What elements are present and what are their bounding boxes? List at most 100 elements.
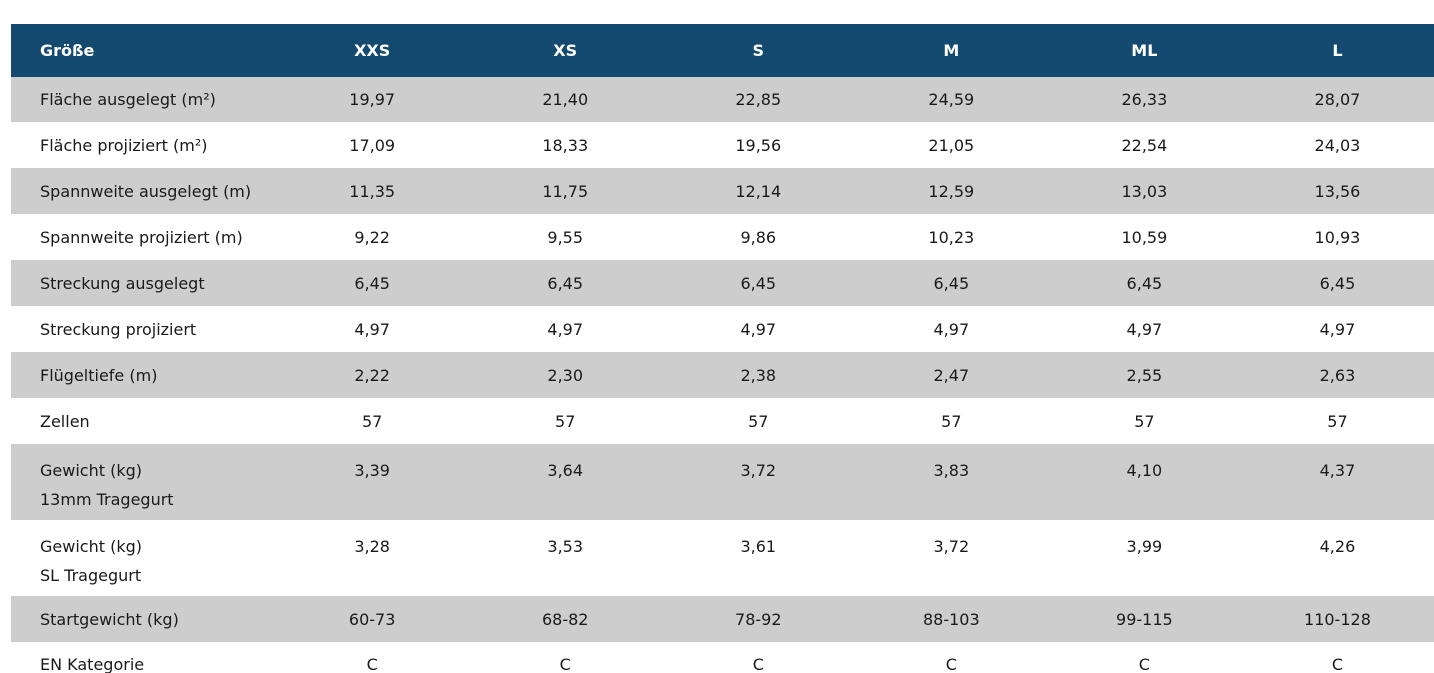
value-cell: 3,28 bbox=[354, 537, 390, 556]
value-cell: 4,37 bbox=[1319, 461, 1356, 480]
value-cell: 99-115 bbox=[1116, 609, 1173, 629]
row-label-cell: EN Kategorie bbox=[11, 642, 276, 673]
value-cell: 4,97 bbox=[933, 319, 970, 339]
row-label-cell: Startgewicht (kg) bbox=[11, 596, 276, 642]
value-cell: 28,07 bbox=[1314, 90, 1361, 109]
header-size-xxs: XXS bbox=[354, 41, 391, 60]
header-size-label: Größe bbox=[40, 41, 95, 60]
value-cell: 17,09 bbox=[349, 135, 396, 155]
row-label-cell: Zellen bbox=[11, 398, 276, 444]
value-cell: C bbox=[1138, 655, 1150, 673]
value-cell: 9,22 bbox=[354, 227, 390, 247]
value-cell: 10,93 bbox=[1314, 227, 1361, 247]
value-cell: 22,85 bbox=[735, 90, 782, 109]
row-label: Streckung projiziert bbox=[40, 319, 197, 339]
table-row: Fläche ausgelegt (m²) 19,97 21,40 22,85 24,5… bbox=[11, 77, 1434, 122]
value-cell: 3,39 bbox=[354, 461, 390, 480]
row-label-cell: Fläche projiziert (m²) bbox=[11, 122, 276, 168]
header-size-l: L bbox=[1332, 41, 1343, 60]
value-cell: 11,35 bbox=[349, 181, 396, 201]
value-cell: 10,23 bbox=[928, 227, 975, 247]
table-header-row: Größe XXS XS S M ML L bbox=[11, 24, 1434, 77]
row-label: Streckung ausgelegt bbox=[40, 273, 205, 293]
value-cell: 26,33 bbox=[1121, 90, 1168, 109]
value-cell: 6,45 bbox=[1319, 273, 1356, 293]
value-cell: 24,03 bbox=[1314, 135, 1361, 155]
table-row: Gewicht (kg) SL Tragegurt 3,28 3,53 3,61 3,72… bbox=[11, 520, 1434, 596]
table-row: Gewicht (kg) 13mm Tragegurt 3,39 3,64 3,72 3,… bbox=[11, 444, 1434, 520]
row-label-cell: Streckung projiziert bbox=[11, 306, 276, 352]
value-cell: 2,38 bbox=[740, 365, 777, 385]
value-cell: 57 bbox=[555, 411, 576, 431]
row-sublabel: SL Tragegurt bbox=[40, 566, 142, 585]
row-label: Spannweite projiziert (m) bbox=[40, 227, 243, 247]
value-cell: 57 bbox=[941, 411, 962, 431]
value-cell: 12,59 bbox=[928, 181, 975, 201]
value-cell: 4,97 bbox=[740, 319, 777, 339]
value-cell: C bbox=[559, 655, 571, 673]
value-cell: 2,63 bbox=[1319, 365, 1356, 385]
row-label: Fläche projiziert (m²) bbox=[40, 135, 208, 155]
value-cell: 4,26 bbox=[1319, 537, 1356, 556]
row-label: Zellen bbox=[40, 411, 90, 431]
value-cell: 6,45 bbox=[933, 273, 970, 293]
value-cell: 9,86 bbox=[740, 227, 777, 247]
value-cell: 18,33 bbox=[542, 135, 589, 155]
value-cell: 24,59 bbox=[928, 90, 975, 109]
value-cell: 88-103 bbox=[922, 609, 980, 629]
value-cell: 2,22 bbox=[354, 365, 390, 385]
row-label: Spannweite ausgelegt (m) bbox=[40, 181, 252, 201]
value-cell: 13,56 bbox=[1314, 181, 1361, 201]
row-label-cell: Spannweite ausgelegt (m) bbox=[11, 168, 276, 214]
table-row: Streckung ausgelegt 6,45 6,45 6,45 6,45 6,45 6… bbox=[11, 260, 1434, 306]
value-cell: 9,55 bbox=[547, 227, 584, 247]
value-cell: 3,61 bbox=[740, 537, 777, 556]
header-size-s: S bbox=[752, 41, 765, 60]
header-size-m: M bbox=[943, 41, 960, 60]
value-cell: 57 bbox=[1327, 411, 1348, 431]
value-cell: 78-92 bbox=[735, 609, 782, 629]
value-cell: 57 bbox=[748, 411, 769, 431]
table-row: Startgewicht (kg) 60-73 68-82 78-92 88-103 99… bbox=[11, 596, 1434, 642]
value-cell: 110-128 bbox=[1304, 609, 1371, 629]
value-cell: 21,05 bbox=[928, 135, 975, 155]
value-cell: 4,97 bbox=[547, 319, 584, 339]
value-cell: 3,53 bbox=[547, 537, 584, 556]
header-size-xs: XS bbox=[553, 41, 578, 60]
table-row: Zellen 57 57 57 57 57 57 bbox=[11, 398, 1434, 444]
value-cell: 21,40 bbox=[542, 90, 589, 109]
value-cell: C bbox=[366, 655, 378, 673]
value-cell: 6,45 bbox=[354, 273, 390, 293]
table-row: EN Kategorie C C C C C C bbox=[11, 642, 1434, 673]
row-label: Gewicht (kg) bbox=[40, 461, 142, 480]
value-cell: 12,14 bbox=[735, 181, 782, 201]
value-cell: 22,54 bbox=[1121, 135, 1168, 155]
size-spec-table: Größe XXS XS S M ML L Fläche ausgelegt (… bbox=[11, 24, 1434, 673]
value-cell: 19,56 bbox=[735, 135, 782, 155]
value-cell: 4,97 bbox=[1126, 319, 1163, 339]
value-cell: 57 bbox=[362, 411, 383, 431]
value-cell: 11,75 bbox=[542, 181, 589, 201]
row-label: Fläche ausgelegt (m²) bbox=[40, 90, 216, 109]
value-cell: 4,97 bbox=[1319, 319, 1356, 339]
value-cell: 3,83 bbox=[933, 461, 970, 480]
value-cell: C bbox=[1331, 655, 1344, 673]
value-cell: 6,45 bbox=[1126, 273, 1163, 293]
table-row: Spannweite ausgelegt (m) 11,35 11,75 12,14 1… bbox=[11, 168, 1434, 214]
table-row: Fläche projiziert (m²) 17,09 18,33 19,56 21,… bbox=[11, 122, 1434, 168]
row-label-cell: Gewicht (kg) 13mm Tragegurt bbox=[11, 444, 276, 520]
value-cell: 2,55 bbox=[1126, 365, 1163, 385]
value-cell: 6,45 bbox=[740, 273, 777, 293]
value-cell: 19,97 bbox=[349, 90, 396, 109]
value-cell: 10,59 bbox=[1121, 227, 1168, 247]
table-row: Flügeltiefe (m) 2,22 2,30 2,38 2,47 2,55 2,63 bbox=[11, 352, 1434, 398]
value-cell: 3,72 bbox=[740, 461, 777, 480]
row-label: Gewicht (kg) bbox=[40, 537, 142, 556]
value-cell: C bbox=[945, 655, 957, 673]
table-row: Streckung projiziert 4,97 4,97 4,97 4,97 4,97… bbox=[11, 306, 1434, 352]
value-cell: C bbox=[752, 655, 764, 673]
row-label: Flügeltiefe (m) bbox=[40, 365, 158, 385]
value-cell: 3,64 bbox=[547, 461, 584, 480]
row-label: Startgewicht (kg) bbox=[40, 609, 179, 629]
row-label-cell: Streckung ausgelegt bbox=[11, 260, 276, 306]
